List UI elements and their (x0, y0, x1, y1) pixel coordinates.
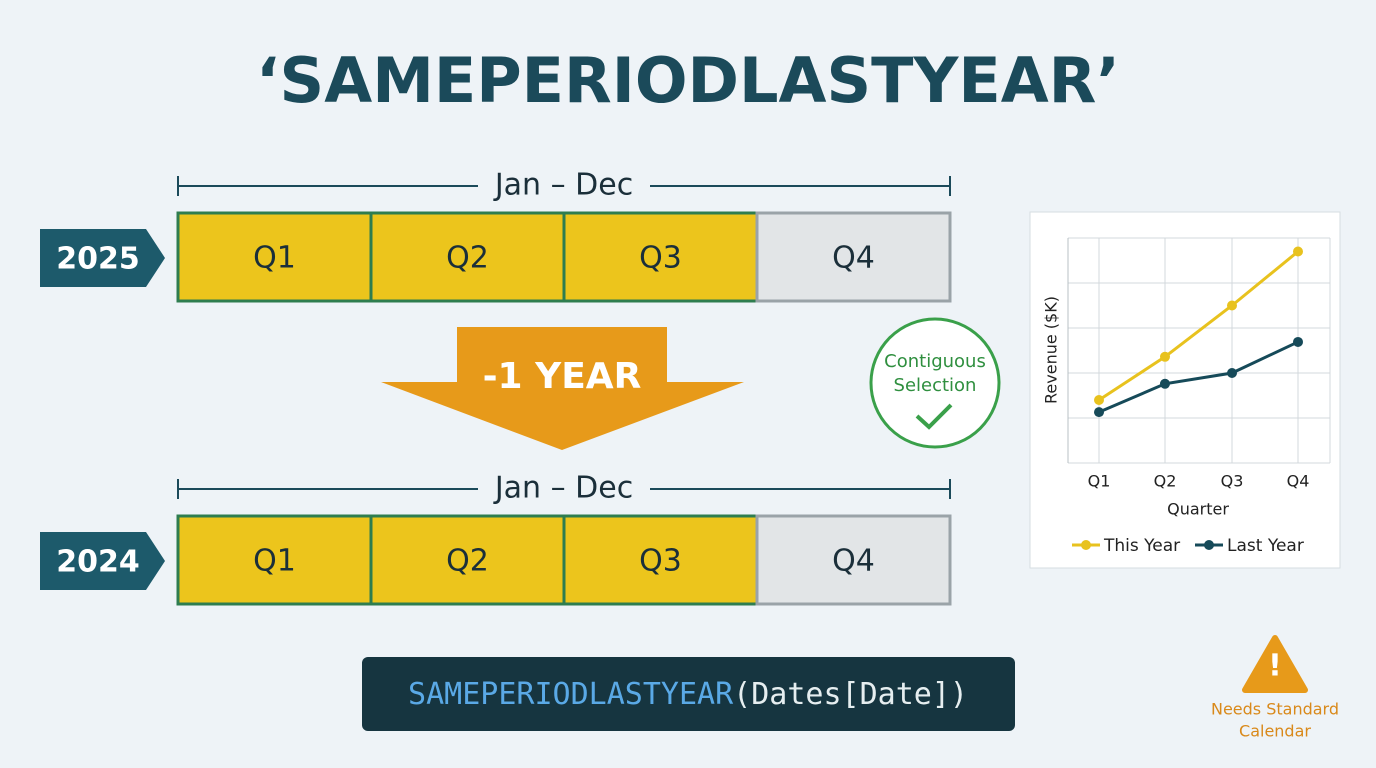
quarter-cell (755, 211, 952, 303)
code-function: SAMEPERIODLASTYEAR (408, 677, 734, 712)
legend-label: This Year (1103, 536, 1180, 556)
quarter-label: Q4 (832, 241, 875, 276)
badge-circle (869, 317, 1001, 449)
quarter-label: Q1 (253, 544, 296, 579)
quarter-cell (755, 514, 952, 606)
x-tick-label: Q1 (1088, 472, 1111, 491)
quarter-cell (562, 514, 759, 606)
x-tick-label: Q2 (1154, 472, 1177, 491)
badge-text: Contiguous (884, 351, 986, 372)
data-point (1160, 351, 1170, 362)
year-label: 2024 (56, 545, 140, 580)
x-axis-label: Quarter (1167, 500, 1229, 519)
quarter-label: Q2 (446, 241, 489, 276)
series-line (1098, 250, 1299, 402)
legend-swatch (1081, 540, 1091, 550)
legend-label: Last Year (1227, 536, 1304, 556)
code-box (362, 657, 1015, 731)
y-axis-label: Revenue ($K) (1042, 296, 1061, 404)
data-point (1227, 300, 1237, 311)
shift-arrow-body (457, 327, 667, 383)
warning-icon-mark: ! (1268, 649, 1282, 684)
shift-label: -1 YEAR (483, 356, 642, 397)
data-point (1293, 336, 1303, 347)
check-icon (915, 403, 953, 430)
x-tick-label: Q4 (1287, 472, 1310, 491)
quarter-label: Q3 (639, 241, 682, 276)
data-point (1094, 407, 1104, 418)
series-line (1098, 340, 1299, 414)
code: SAMEPERIODLASTYEAR(Dates[Date]) (408, 677, 968, 712)
quarter-cell (369, 211, 566, 303)
data-point (1094, 395, 1104, 405)
data-point (1160, 378, 1170, 389)
range-label: Jan – Dec (493, 471, 633, 506)
warning-text: Calendar (1239, 722, 1311, 741)
quarter-cell (562, 211, 759, 303)
quarter-label: Q3 (639, 544, 682, 579)
title: ‘SAMEPERIODLASTYEAR’ (256, 44, 1120, 117)
data-point (1227, 368, 1237, 378)
quarter-cell (176, 514, 373, 606)
data-point (1293, 246, 1303, 257)
year-label: 2025 (56, 242, 140, 277)
year-tag (40, 532, 165, 590)
year-tag (40, 229, 165, 287)
warning-icon (1242, 635, 1308, 693)
quarter-cell (369, 514, 566, 606)
shift-arrow-head (381, 382, 744, 450)
range-label: Jan – Dec (493, 168, 633, 203)
badge-text: Selection (894, 375, 977, 396)
quarter-label: Q4 (832, 544, 875, 579)
quarter-cell (176, 211, 373, 303)
chart-panel (1029, 211, 1341, 569)
legend-swatch (1204, 540, 1214, 550)
warning-text: Needs Standard (1211, 700, 1339, 719)
quarter-label: Q2 (446, 544, 489, 579)
code-args: (Dates[Date]) (733, 677, 968, 712)
quarter-label: Q1 (253, 241, 296, 276)
x-tick-label: Q3 (1221, 472, 1244, 491)
